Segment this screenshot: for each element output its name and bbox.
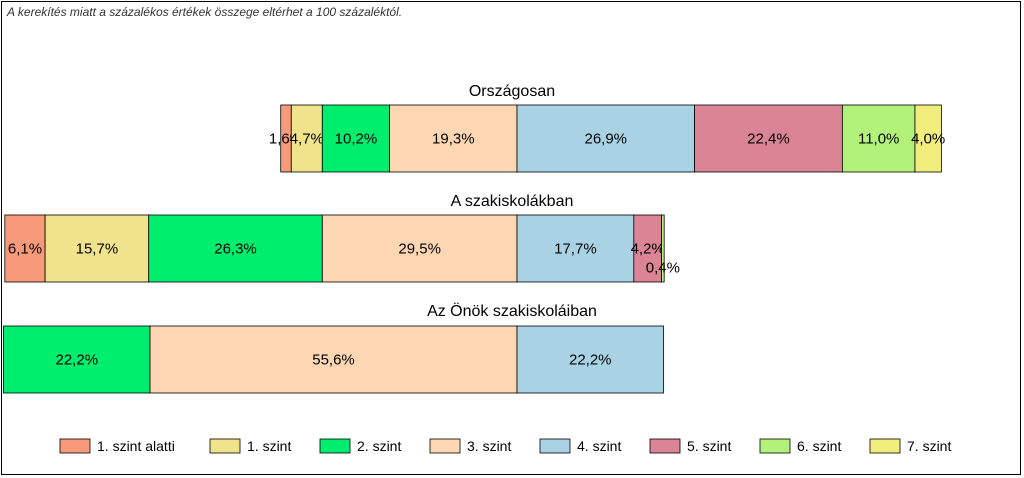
- data-label: 6,1%: [8, 241, 42, 258]
- bar-segment: [389, 104, 518, 173]
- data-label: 19,3%: [432, 131, 475, 148]
- group-title: Országosan: [469, 83, 555, 100]
- legend-swatch: [539, 438, 571, 454]
- bar-segment: [44, 214, 150, 283]
- group-title: Az Önök szakiskoláiban: [427, 302, 597, 320]
- data-label: 55,6%: [312, 352, 355, 369]
- data-label: 15,7%: [76, 241, 119, 258]
- legend-swatch: [209, 438, 241, 454]
- legend-swatch: [869, 438, 901, 454]
- bar-segment: [321, 104, 391, 173]
- bar-segment: [4, 214, 46, 283]
- bar-segment: [914, 104, 942, 173]
- data-label: 17,7%: [554, 241, 597, 258]
- data-label: 29,5%: [398, 241, 441, 258]
- data-label: 4,0%: [911, 131, 945, 148]
- footnote: A kerekítés miatt a százalékos értékek ö…: [7, 5, 403, 19]
- bar-segment: [290, 104, 323, 173]
- legend-label: 1. szint: [247, 438, 291, 454]
- bar-segment: [694, 104, 843, 173]
- data-label: 26,9%: [584, 131, 627, 148]
- data-label: 4,7%: [290, 131, 324, 148]
- bar-segment: [661, 214, 665, 283]
- bar-segment: [149, 325, 518, 394]
- legend-swatch: [59, 438, 91, 454]
- data-label: 26,3%: [214, 241, 257, 258]
- bar-segment: [841, 104, 916, 173]
- group-title: A szakiskolákban: [451, 193, 574, 210]
- legend-swatch: [759, 438, 791, 454]
- legend-label: 6. szint: [797, 438, 841, 454]
- data-label: 22,4%: [747, 131, 790, 148]
- data-label: 11,0%: [858, 131, 899, 148]
- legend-label: 1. szint alatti: [97, 438, 175, 454]
- bar-segment: [148, 214, 323, 283]
- data-label: 4,2%: [631, 241, 665, 258]
- legend-label: 7. szint: [907, 438, 951, 454]
- legend-label: 2. szint: [357, 438, 401, 454]
- bar-segment: [516, 214, 635, 283]
- data-label: 22,2%: [56, 352, 99, 369]
- data-label: 10,2%: [335, 131, 378, 148]
- data-label: 0,4%: [646, 260, 680, 277]
- legend-swatch: [429, 438, 461, 454]
- legend-swatch: [319, 438, 351, 454]
- bar-segment: [516, 325, 664, 394]
- data-label: 22,2%: [569, 352, 612, 369]
- bar-segment: [516, 104, 695, 173]
- legend-label: 3. szint: [467, 438, 511, 454]
- legend-label: 4. szint: [577, 438, 621, 454]
- bar-segment: [3, 325, 151, 394]
- legend-swatch: [649, 438, 681, 454]
- legend-label: 5. szint: [687, 438, 731, 454]
